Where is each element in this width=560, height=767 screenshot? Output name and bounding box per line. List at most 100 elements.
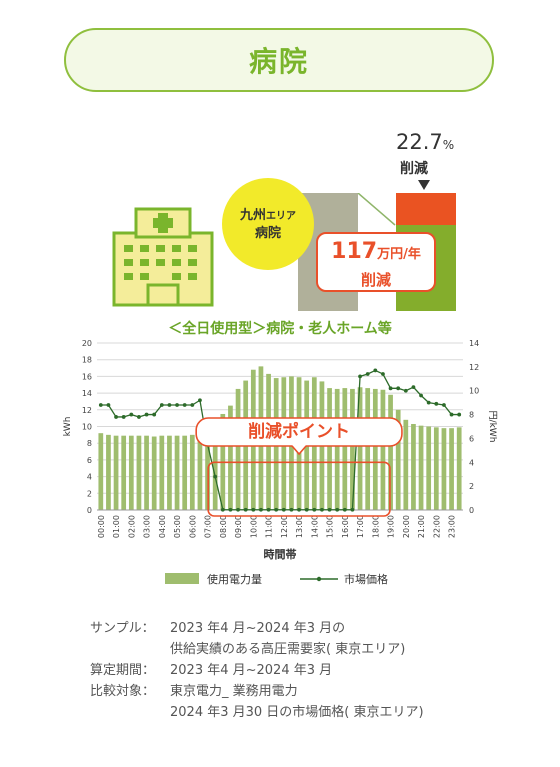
callout-pointer (292, 445, 307, 454)
price-point (228, 507, 233, 512)
note-label: 算定期間： (90, 663, 156, 678)
savings-callout: 117万円/年 削減 (316, 232, 436, 292)
usage-bar (174, 435, 180, 510)
price-point (243, 507, 248, 512)
price-point (121, 415, 126, 419)
note-value: 東京電力_ 業務用電力 2024 年3 月30 日の市場価格( 東京エリア) (170, 681, 424, 723)
note-row: サンプル： 2023 年4 月~2024 年3 月の 供給実績のある高圧需要家( 東… (90, 618, 424, 660)
y-left-axis-label: kWh (63, 417, 73, 437)
price-point (312, 507, 317, 512)
usage-bar (372, 388, 378, 510)
note-line: 東京電力_ 業務用電力 (170, 684, 298, 699)
y-left-tick-label: 8 (87, 439, 92, 448)
price-point (327, 507, 332, 512)
x-tick-label: 03:00 (143, 515, 152, 538)
price-point (251, 507, 256, 512)
usage-bar (182, 435, 188, 510)
y-left-tick-label: 0 (87, 506, 92, 515)
price-point (426, 400, 431, 405)
x-tick-label: 18:00 (371, 515, 380, 538)
callout-label: 削減ポイント (248, 421, 350, 442)
price-point (220, 507, 225, 512)
price-point (396, 386, 401, 391)
price-point (213, 474, 218, 479)
x-tick-label: 02:00 (127, 515, 136, 538)
price-point (365, 372, 370, 376)
usage-bar (197, 433, 203, 510)
price-point (190, 403, 195, 407)
savings-amount: 117 (331, 239, 378, 264)
note-value: 2023 年4 月~2024 年3 月の 供給実績のある高圧需要家( 東京エリア) (170, 618, 405, 660)
price-point (434, 401, 439, 406)
price-point (350, 507, 355, 512)
notes: サンプル： 2023 年4 月~2024 年3 月の 供給実績のある高圧需要家( 東… (90, 618, 424, 723)
hospital-building-icon (112, 207, 214, 307)
usage-bar (380, 389, 386, 510)
y-right-axis-label: 円/kWh (487, 411, 498, 443)
price-point (106, 403, 111, 407)
usage-bar (357, 387, 363, 510)
price-point (411, 385, 416, 390)
price-point (449, 412, 454, 417)
callout-pointer-outline (291, 445, 307, 456)
usage-bar (388, 394, 393, 510)
title-banner: 病院 (64, 28, 494, 92)
price-point (182, 403, 187, 407)
reduction-percent: 22.7% (396, 130, 455, 154)
price-point (304, 507, 309, 512)
y-left-tick-label: 6 (87, 456, 92, 465)
y-left-tick-label: 10 (82, 423, 92, 432)
price-point (320, 507, 324, 512)
usage-bar (327, 388, 332, 510)
usage-bar (441, 428, 447, 510)
price-point (281, 507, 286, 512)
y-left-tick-label: 18 (82, 356, 92, 365)
x-tick-label: 11:00 (265, 515, 274, 538)
reduction-percent-label: 削減 (400, 161, 428, 177)
connector-lines (357, 193, 396, 226)
x-tick-label: 12:00 (280, 515, 289, 538)
y-left-tick-label: 12 (82, 406, 92, 415)
x-tick-label: 09:00 (234, 515, 243, 538)
x-axis-label: 時間帯 (264, 547, 297, 561)
x-tick-label: 16:00 (341, 515, 350, 538)
y-left-tick-label: 14 (82, 389, 92, 398)
price-point (297, 507, 301, 512)
y-right-tick-label: 8 (469, 411, 474, 420)
note-label: サンプル： (90, 621, 155, 636)
price-point (457, 412, 462, 417)
x-tick-label: 21:00 (417, 515, 426, 538)
savings-label: 削減 (360, 271, 391, 289)
note-value: 2023 年4 月~2024 年3 月 (170, 660, 332, 681)
price-point (388, 386, 393, 391)
price-point (137, 415, 141, 419)
note-row: 比較対象： 東京電力_ 業務用電力 2024 年3 月30 日の市場価格( 東京エリ… (90, 681, 424, 723)
x-tick-label: 19:00 (387, 515, 396, 538)
y-right-tick-label: 2 (469, 482, 474, 491)
page-title: 病院 (248, 45, 309, 78)
x-tick-label: 01:00 (112, 515, 121, 538)
note-line: 2023 年4 月~2024 年3 月 (170, 663, 333, 678)
y-right-tick-label: 14 (469, 339, 479, 348)
note-row: 算定期間： 2023 年4 月~2024 年3 月 (90, 660, 424, 681)
x-tick-label: 13:00 (295, 515, 304, 538)
usage-bar (151, 436, 157, 510)
usage-bar (403, 419, 409, 510)
chart-heading: ＜全日使用型＞病院・老人ホーム等 (168, 321, 392, 337)
note-label: 比較対象： (90, 684, 156, 699)
savings-unit: 万円/年 (377, 247, 421, 262)
price-point (373, 368, 378, 373)
y-left-tick-label: 4 (87, 473, 92, 482)
usage-bar (235, 388, 241, 510)
x-tick-label: 08:00 (219, 515, 228, 538)
price-point (236, 507, 240, 512)
note-line: 供給実績のある高圧需要家( 東京エリア) (170, 642, 406, 657)
x-tick-label: 10:00 (249, 515, 258, 538)
price-point (274, 507, 279, 512)
usage-bar (128, 435, 134, 510)
y-left-tick-label: 2 (87, 489, 92, 498)
x-tick-label: 22:00 (432, 515, 441, 538)
x-tick-label: 07:00 (204, 515, 213, 538)
price-point (442, 403, 446, 407)
area-badge: 九州エリア 病院 (222, 178, 314, 270)
